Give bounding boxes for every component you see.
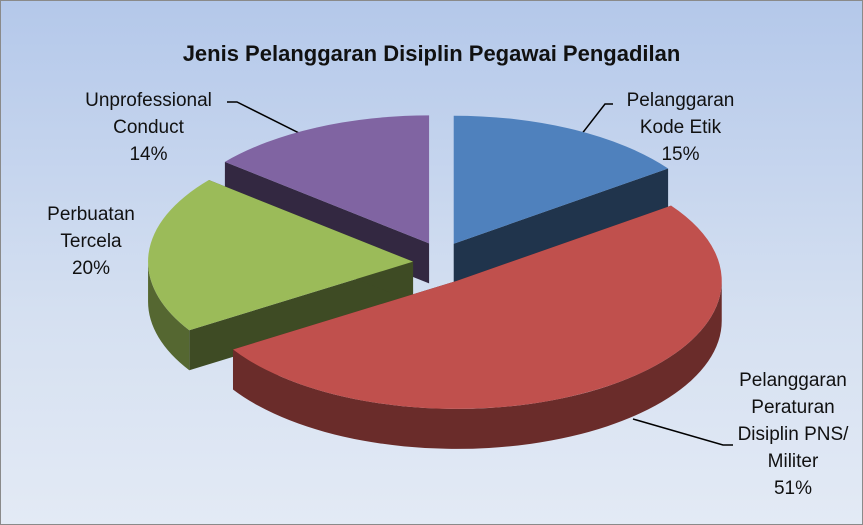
value-label: 15% xyxy=(661,144,700,165)
slice xyxy=(148,180,414,331)
slice xyxy=(453,115,669,244)
slice xyxy=(224,115,430,244)
value-label: 14% xyxy=(129,144,168,165)
slice xyxy=(232,205,722,409)
slice-side xyxy=(232,280,722,449)
category-label: Pelanggaran Peraturan Disiplin PNS/ Mili… xyxy=(737,370,849,472)
category-label: Unprofessional Conduct xyxy=(85,90,212,138)
value-label: 51% xyxy=(773,478,813,499)
slice-side xyxy=(189,261,414,371)
chart-title: Jenis Pelanggaran Disiplin Pegawai Penga… xyxy=(182,41,681,66)
data-label: Pelanggaran Peraturan Disiplin PNS/ Mili… xyxy=(723,367,862,502)
category-label: Pelanggaran Kode Etik xyxy=(626,90,735,138)
data-label: Unprofessional Conduct 14% xyxy=(61,87,236,168)
category-label: Perbuatan Tercela xyxy=(47,204,135,252)
leader-line xyxy=(632,418,733,446)
slice-side xyxy=(148,261,190,371)
data-label: Perbuatan Tercela 20% xyxy=(31,201,151,282)
value-label: 20% xyxy=(71,258,111,279)
data-label: Pelanggaran Kode Etik 15% xyxy=(613,87,748,168)
slice-side xyxy=(453,168,669,284)
